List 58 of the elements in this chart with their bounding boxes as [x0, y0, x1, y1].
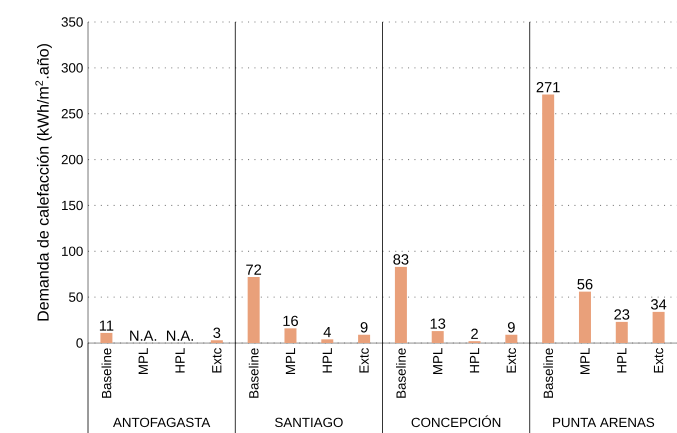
x-tick-label: MPL: [138, 348, 148, 374]
bar: [578, 292, 591, 343]
data-label: 9: [508, 322, 515, 332]
y-tick-label: 50: [69, 292, 83, 302]
x-tick-label: HPL: [617, 348, 626, 373]
data-label: 16: [283, 316, 298, 326]
bar: [542, 94, 554, 343]
text: N.A.: [130, 330, 156, 341]
x-tick-label: Extc: [506, 348, 516, 373]
data-label: 9: [360, 322, 368, 332]
x-tick-label: Extc: [654, 348, 664, 373]
x-tick-label: MPL: [580, 348, 590, 374]
data-label: 83: [393, 254, 408, 265]
text: SANTIAGO: [275, 418, 343, 428]
x-tick-label: HPL: [322, 348, 332, 373]
y-axis-title: Demanda de calefacción (kWh/m$^{2}$.año): [35, 44, 52, 321]
text: ANTOFAGASTA: [113, 418, 210, 428]
bar: [652, 312, 665, 343]
x-tick-label: MPL: [286, 348, 296, 374]
data-label: 2: [471, 328, 478, 339]
data-label: 56: [577, 279, 592, 290]
y-tick-label: 250: [62, 109, 83, 118]
y-tick-label: 200: [62, 154, 83, 164]
data-label: 11: [100, 320, 114, 331]
bar: [394, 266, 407, 343]
text: N.A.: [166, 330, 193, 341]
data-label: 23: [614, 309, 630, 320]
x-tick-label: Baseline: [248, 348, 259, 398]
x-tick-label: MPL: [433, 348, 442, 374]
bar: [616, 322, 628, 343]
y-tick-label: 300: [62, 63, 83, 73]
y-tick-label: 350: [62, 17, 83, 27]
text: CONCEPCIÓN: [412, 415, 500, 428]
data-label: 72: [246, 264, 262, 275]
bar: [210, 340, 223, 343]
text: PUNTA ARENAS: [553, 418, 654, 428]
x-tick-label: HPL: [175, 348, 185, 373]
x-tick-label: Extc: [359, 348, 369, 373]
bar: [358, 334, 370, 343]
bar: [284, 328, 296, 343]
data-label: 271: [536, 82, 560, 92]
bar: [100, 332, 112, 343]
y-tick-label: 0: [76, 338, 83, 348]
bar: [248, 276, 260, 343]
x-tick-label: Extc: [212, 348, 222, 373]
x-tick-label: Baseline: [102, 348, 112, 398]
bar: [505, 334, 518, 343]
x-tick-label: Baseline: [543, 348, 554, 398]
x-tick-label: HPL: [470, 348, 480, 373]
bar: [321, 339, 334, 343]
data-label: 4: [324, 326, 331, 338]
y-tick-label: 100: [62, 246, 83, 256]
x-tick-label: Baseline: [396, 348, 406, 398]
bar: [432, 331, 444, 343]
data-label: 13: [430, 318, 446, 329]
data-label: 3: [213, 328, 220, 338]
y-tick-label: 150: [62, 200, 83, 210]
data-label: 34: [651, 299, 666, 310]
